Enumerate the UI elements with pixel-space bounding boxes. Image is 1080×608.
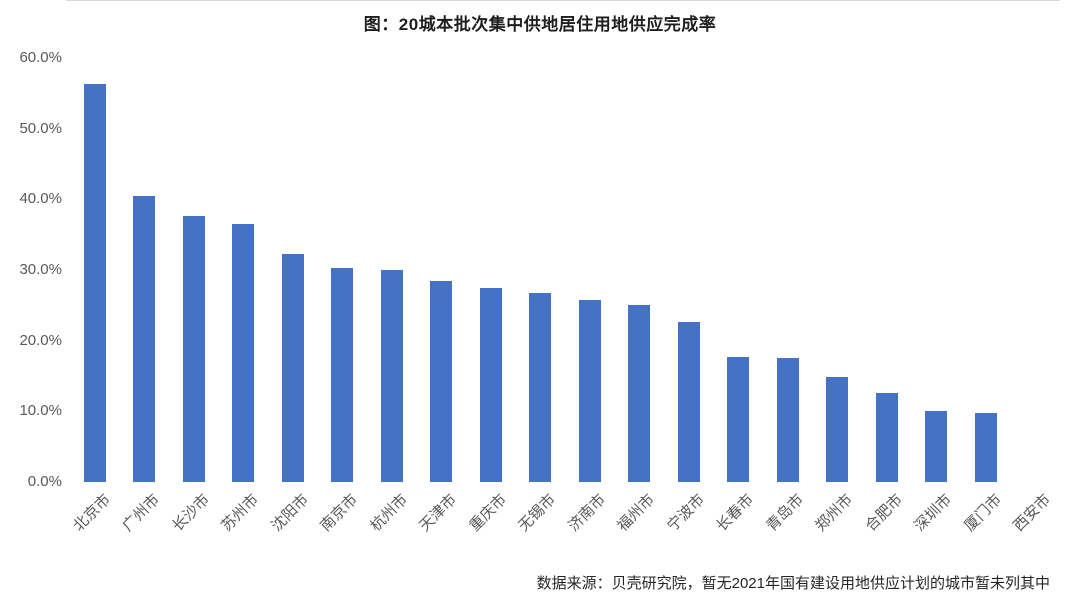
x-tick-label: 西安市 (1010, 491, 1055, 535)
x-tick-label: 厦门市 (960, 491, 1005, 535)
bar (628, 305, 651, 482)
bar (677, 322, 700, 482)
y-tick-label: 0.0% (27, 473, 62, 490)
y-tick-label: 30.0% (19, 261, 62, 278)
x-tick-label: 无锡市 (515, 491, 560, 535)
x-axis-line (66, 0, 1060, 1)
x-tick-label: 北京市 (69, 491, 114, 535)
y-tick-label: 10.0% (19, 402, 62, 420)
x-tick-label: 天津市 (416, 491, 461, 535)
x-tick-label: 长春市 (713, 491, 758, 535)
x-tick-label: 重庆市 (465, 491, 510, 535)
chart-title: 图：20城本批次集中供地居住用地供应完成率 (363, 15, 717, 34)
x-tick-label: 广州市 (119, 491, 164, 535)
bar (776, 358, 799, 482)
bar (83, 84, 106, 482)
x-tick-label: 福州市 (614, 491, 659, 535)
x-tick-label: 宁波市 (663, 491, 708, 535)
bar (925, 411, 948, 482)
x-tick-label: 深圳市 (911, 491, 956, 535)
x-tick-label: 合肥市 (861, 491, 906, 535)
y-tick-label: 20.0% (19, 331, 62, 349)
source-note: 数据来源：贝壳研究院，暂无2021年国有建设用地供应计划的城市暂未列其中 (536, 575, 1050, 592)
bar (380, 270, 403, 482)
x-tick-label: 长沙市 (168, 491, 213, 535)
bar (529, 293, 552, 482)
x-tick-label: 沈阳市 (267, 491, 312, 535)
bar (578, 300, 601, 482)
x-tick-label: 苏州市 (218, 491, 263, 535)
bar (232, 224, 255, 482)
bar (133, 196, 156, 482)
bar (826, 377, 849, 482)
bar (727, 357, 750, 482)
x-tick-label: 南京市 (317, 491, 362, 535)
bar (331, 268, 354, 482)
bar (875, 393, 898, 482)
x-tick-label: 青岛市 (762, 491, 807, 535)
x-tick-label: 杭州市 (366, 491, 411, 535)
x-tick-label: 郑州市 (812, 491, 857, 535)
bar (479, 288, 502, 482)
bar (430, 281, 453, 482)
x-tick-label: 济南市 (564, 491, 609, 535)
y-tick-label: 40.0% (19, 190, 62, 208)
y-tick-label: 60.0% (19, 49, 62, 66)
bar (182, 216, 205, 482)
y-tick-label: 50.0% (19, 119, 62, 137)
bar (281, 254, 304, 482)
bar (974, 413, 997, 482)
